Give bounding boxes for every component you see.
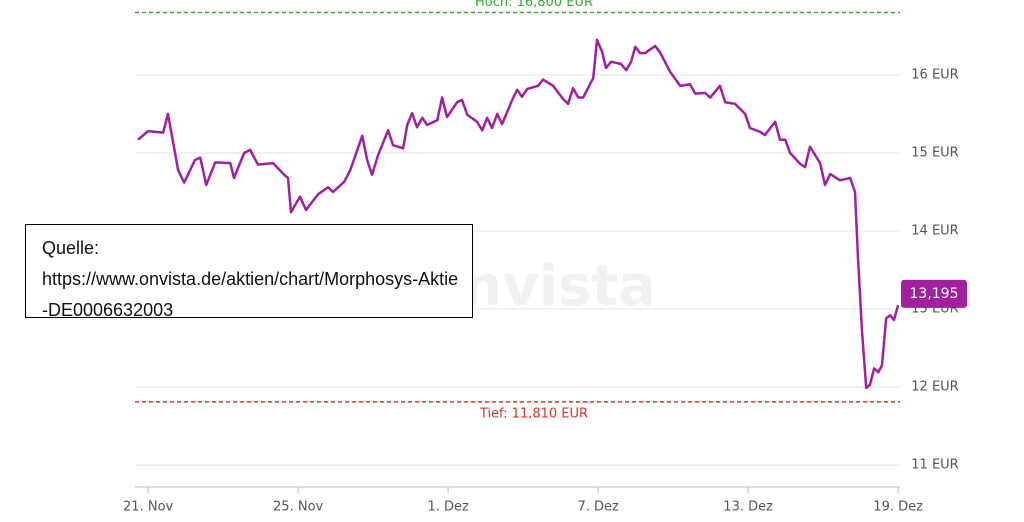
x-tick-label: 7. Dez	[577, 500, 619, 515]
last-price-box	[901, 279, 967, 308]
source-url: https://www.onvista.de/aktien/chart/Morp…	[42, 269, 459, 318]
source-label: Quelle:	[42, 238, 100, 258]
y-tick-label: 14 EUR	[911, 224, 958, 239]
x-tick-label: 19. Dez	[873, 500, 923, 515]
x-tick-label: 13. Dez	[723, 500, 773, 515]
y-tick-label: 16 EUR	[911, 67, 958, 82]
x-tick-label: 1. Dez	[427, 500, 469, 515]
last-price-label: 13,195	[910, 286, 959, 302]
x-tick-label: 21. Nov	[123, 500, 173, 515]
y-tick-label: 12 EUR	[911, 380, 958, 395]
y-tick-label: 11 EUR	[911, 458, 958, 473]
source-box: Quelle: https://www.onvista.de/aktien/ch…	[25, 224, 473, 318]
x-tick-label: 25. Nov	[273, 500, 323, 515]
y-tick-label: 15 EUR	[911, 145, 958, 160]
high-label: Hoch: 16,800 EUR	[475, 0, 593, 10]
price-line	[137, 38, 900, 390]
low-label: Tief: 11,810 EUR	[479, 406, 588, 421]
